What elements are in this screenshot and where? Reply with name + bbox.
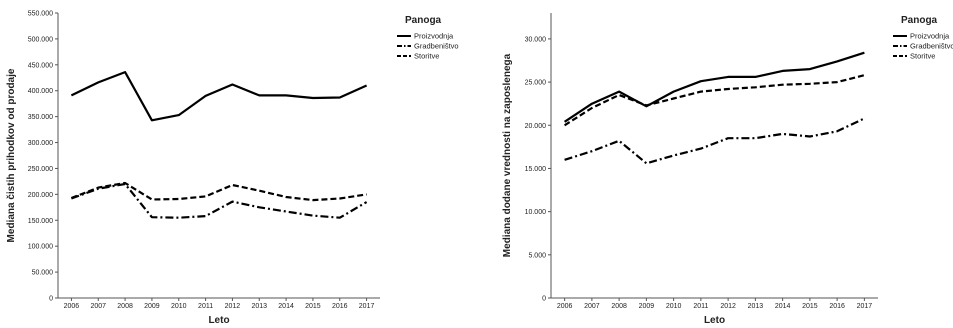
x-tick-label: 2009 [144, 303, 160, 310]
legend-title: Panoga [405, 15, 442, 26]
y-tick-label: 250.000 [28, 166, 53, 173]
y-tick-label: 0 [49, 296, 53, 303]
y-tick-label: 5.000 [528, 252, 546, 259]
x-tick-label: 2016 [332, 303, 348, 310]
y-tick-label: 100.000 [28, 244, 53, 251]
y-tick-label: 20.000 [525, 123, 547, 130]
y-tick-label: 150.000 [28, 218, 53, 225]
series-line-gradbenitvo [71, 182, 368, 219]
x-axis-title: Leto [704, 315, 725, 326]
y-axis-title: Mediana dodane vrednosti na zaposlenega [502, 53, 513, 257]
x-tick-label: 2015 [802, 303, 818, 310]
series-line-storitve [564, 74, 865, 127]
x-tick-label: 2009 [639, 303, 655, 310]
x-tick-label: 2007 [90, 303, 106, 310]
chart-2: 0 5.000 10.000 15.000 20.000 25.000 30.000 2006… [502, 13, 953, 326]
chart-1: 0 50.000 100.000 150.000 200.000 250.000 300.0… [6, 11, 459, 327]
x-tick-label: 2011 [693, 303, 708, 310]
y-tick-label: 350.000 [28, 114, 53, 121]
x-tick-label: 2008 [611, 303, 627, 310]
x-tick-label: 2013 [748, 303, 764, 310]
legend-label: Storitve [414, 52, 439, 61]
x-tick-label: 2006 [557, 303, 573, 310]
x-tick-label: 2015 [305, 303, 321, 310]
y-tick-label: 10.000 [525, 209, 547, 216]
x-tick-label: 2017 [857, 303, 873, 310]
series-line-proizvodnja [70, 70, 368, 122]
x-tick-label: 2014 [775, 303, 791, 310]
x-tick-label: 2008 [117, 303, 133, 310]
x-tick-label: 2012 [720, 303, 736, 310]
legend-label: Proizvodnja [910, 32, 950, 41]
x-tick-label: 2011 [198, 303, 213, 310]
y-tick-label: 550.000 [28, 11, 53, 18]
legend-label: Storitve [910, 52, 935, 61]
series-line-gradbenitvo [564, 117, 865, 165]
y-tick-label: 15.000 [525, 166, 547, 173]
y-tick-label: 30.000 [525, 36, 547, 43]
x-tick-label: 2017 [359, 303, 375, 310]
series-line-storitve [71, 181, 367, 202]
y-tick-label: 500.000 [28, 36, 53, 43]
y-tick-label: 400.000 [28, 88, 53, 95]
y-tick-label: 200.000 [28, 192, 53, 199]
y-tick-label: 450.000 [28, 62, 53, 69]
x-tick-label: 2010 [171, 303, 187, 310]
y-tick-label: 50.000 [32, 270, 54, 277]
y-tick-label: 300.000 [28, 140, 53, 147]
x-tick-label: 2014 [278, 303, 294, 310]
x-axis-title: Leto [208, 315, 229, 326]
y-tick-label: 0 [542, 296, 546, 303]
x-tick-label: 2016 [829, 303, 845, 310]
x-tick-label: 2006 [64, 303, 80, 310]
legend-label: Gradbeništvo [910, 42, 953, 51]
x-tick-label: 2013 [251, 303, 267, 310]
y-tick-label: 25.000 [525, 80, 547, 87]
legend-title: Panoga [901, 15, 938, 26]
legend-label: Gradbeništvo [414, 42, 459, 51]
x-tick-label: 2012 [225, 303, 241, 310]
legend-label: Proizvodnja [414, 32, 454, 41]
x-tick-label: 2010 [666, 303, 682, 310]
y-axis-title: Mediana čistih prihodkov od prodaje [6, 68, 17, 242]
x-tick-label: 2007 [584, 303, 600, 310]
series-line-proizvodnja [563, 51, 865, 123]
